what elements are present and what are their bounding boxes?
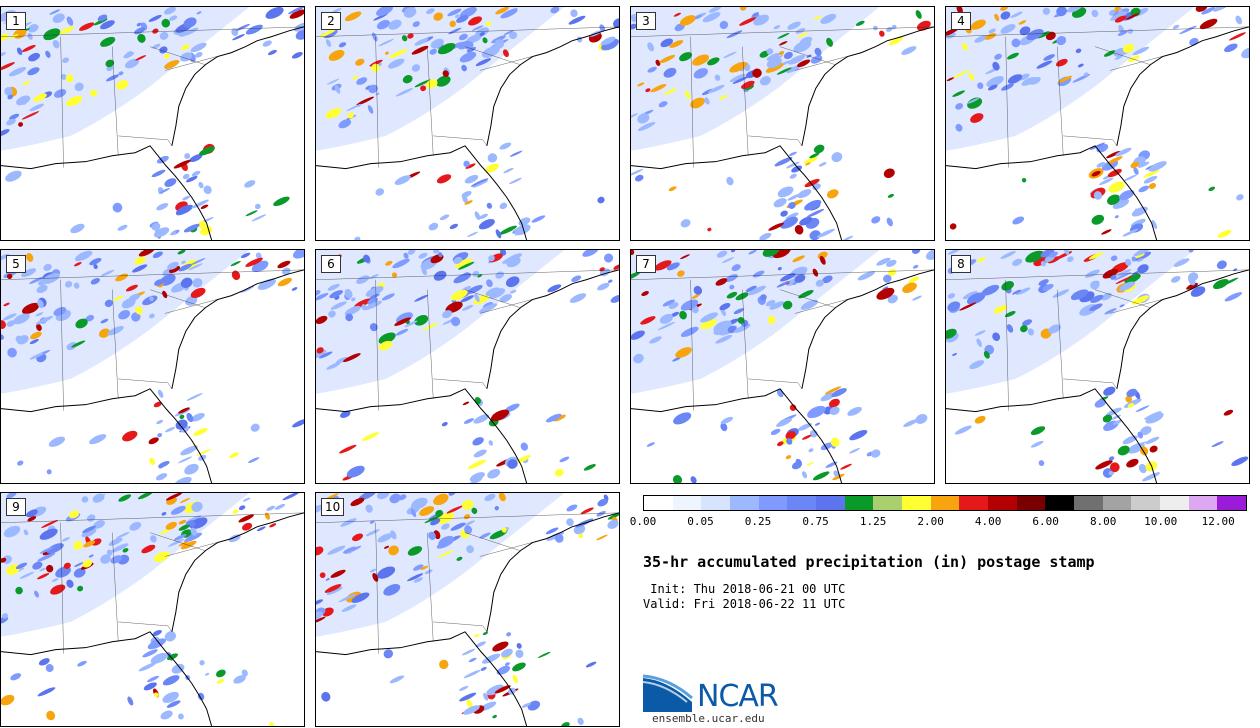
colorbar-cell — [730, 496, 759, 510]
colorbar-cell — [1217, 496, 1247, 510]
precipitation-map — [316, 493, 619, 726]
colorbar-cell — [930, 496, 960, 510]
colorbar-cell — [701, 496, 731, 510]
member-panel: 1 — [0, 6, 305, 241]
colorbar-tick-label: 10.00 — [1144, 515, 1178, 528]
precipitation-colorbar — [643, 495, 1247, 511]
colorbar-cell — [1160, 496, 1189, 510]
colorbar-tick-label: 1.25 — [859, 515, 887, 528]
member-panel: 2 — [315, 6, 620, 241]
ncar-logo-mark — [643, 674, 693, 712]
member-number-label: 1 — [6, 12, 26, 30]
precipitation-map — [316, 250, 619, 483]
member-number-label: 8 — [951, 255, 971, 273]
member-panel: 4 — [945, 6, 1250, 241]
colorbar-cell — [873, 496, 903, 510]
precipitation-map — [946, 250, 1249, 483]
colorbar-tick-label: 0.75 — [802, 515, 829, 528]
member-panel: 7 — [630, 249, 935, 484]
ncar-logo-text: NCAR — [697, 679, 779, 714]
member-panel: 6 — [315, 249, 620, 484]
colorbar-tick-label: 2.00 — [917, 515, 944, 528]
colorbar-tick-label: 0.05 — [687, 515, 714, 528]
precipitation-map — [316, 7, 619, 240]
member-panel: 3 — [630, 6, 935, 241]
precipitation-map — [946, 7, 1249, 240]
member-panel: 10 — [315, 492, 620, 727]
colorbar-cell — [1045, 496, 1075, 510]
colorbar-cell — [988, 496, 1017, 510]
member-number-label: 10 — [321, 498, 345, 516]
colorbar-tick-labels: 0.00 0.05 0.25 0.75 1.25 2.00 4.00 6.00 … — [630, 515, 1247, 529]
member-number-label: 3 — [636, 12, 656, 30]
precipitation-map — [631, 7, 934, 240]
colorbar-cell — [644, 496, 673, 510]
member-panel: 8 — [945, 249, 1250, 484]
init-time: Init: Thu 2018-06-21 00 UTC — [643, 582, 846, 596]
colorbar-cell — [1016, 496, 1046, 510]
colorbar-tick-label: 0.00 — [629, 515, 657, 528]
website-url[interactable]: ensemble.ucar.edu — [652, 712, 765, 725]
colorbar-cell — [1074, 496, 1103, 510]
colorbar-tick-label: 0.25 — [744, 515, 772, 528]
colorbar-cell — [758, 496, 788, 510]
colorbar-tick-label: 8.00 — [1089, 515, 1117, 528]
member-panel: 9 — [0, 492, 305, 727]
member-number-label: 9 — [6, 498, 26, 516]
precipitation-map — [1, 250, 304, 483]
colorbar-cell — [959, 496, 989, 510]
colorbar-cell — [1131, 496, 1161, 510]
colorbar-tick-label: 4.00 — [974, 515, 1002, 528]
product-title: 35-hr accumulated precipitation (in) pos… — [643, 553, 1095, 571]
member-number-label: 4 — [951, 12, 971, 30]
colorbar-cell — [672, 496, 702, 510]
colorbar-cell — [787, 496, 817, 510]
colorbar-cell — [816, 496, 845, 510]
precipitation-map — [1, 493, 304, 726]
member-panel: 5 — [0, 249, 305, 484]
precipitation-map — [1, 7, 304, 240]
colorbar-cell — [844, 496, 874, 510]
colorbar-cell — [1188, 496, 1218, 510]
colorbar-tick-label: 12.00 — [1201, 515, 1235, 528]
valid-time: Valid: Fri 2018-06-22 11 UTC — [643, 597, 846, 611]
member-number-label: 5 — [6, 255, 26, 273]
member-number-label: 2 — [321, 12, 341, 30]
colorbar-tick-label: 6.00 — [1032, 515, 1059, 528]
colorbar-cell — [902, 496, 931, 510]
member-number-label: 6 — [321, 255, 341, 273]
member-number-label: 7 — [636, 255, 656, 273]
colorbar-cell — [1102, 496, 1132, 510]
precipitation-map — [631, 250, 934, 483]
